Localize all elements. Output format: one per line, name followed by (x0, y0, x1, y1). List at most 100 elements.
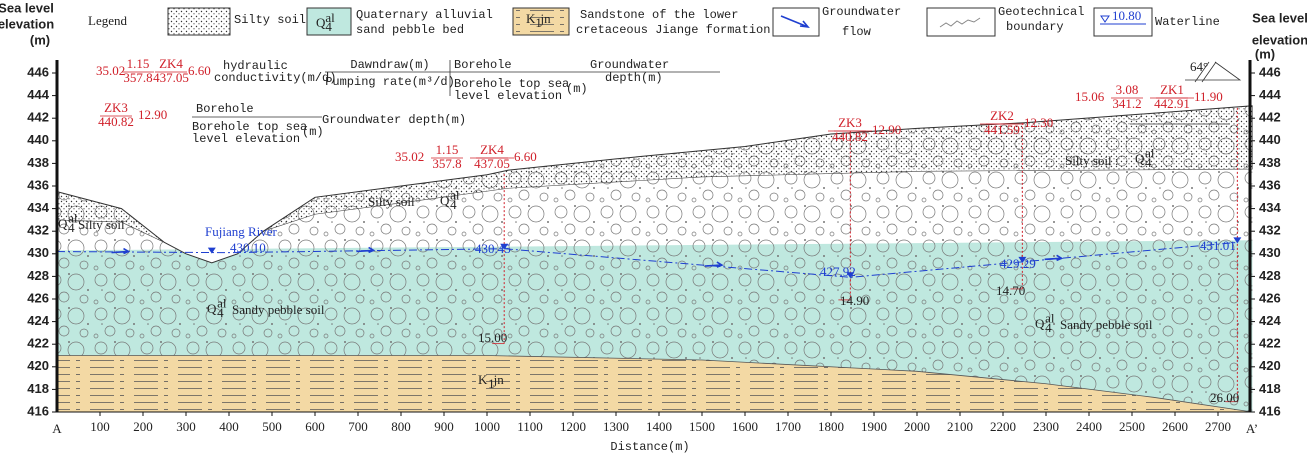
y-tick-label: 418 (27, 381, 49, 396)
symbol: al (450, 187, 460, 202)
legend-boundary (939, 17, 981, 28)
key-value: 437.05 (474, 156, 510, 171)
x-tick-label: 1500 (689, 419, 715, 434)
x-tick-label: 1200 (560, 419, 586, 434)
y-tick-label: 416 (1259, 403, 1281, 418)
key-text: Groundwater depth(m) (322, 113, 466, 127)
ground-surface (56, 105, 1253, 264)
y-axis-title: elevation (1252, 32, 1307, 47)
y-axis-title: (m) (1255, 46, 1275, 61)
y-tick-label: 420 (1259, 358, 1281, 373)
key-value: 357.8 (432, 156, 461, 171)
key-text: hydraulic (223, 59, 288, 73)
key-value: 442.91 (1154, 96, 1190, 111)
y-tick-label: 438 (27, 155, 49, 170)
y-tick-label: 430 (1259, 245, 1281, 260)
layer-label: Sandy pebble soil (1060, 317, 1153, 332)
key-text: Pumping rate(m³/d) (325, 75, 455, 89)
key-text: (m) (566, 82, 588, 96)
key-text: Groundwater (590, 58, 669, 72)
y-tick-label: 430 (27, 245, 49, 260)
x-tick-label: 2400 (1076, 419, 1102, 434)
symbol: jn (540, 11, 552, 26)
saturated-pebble-hatch (57, 240, 1253, 412)
x-tick-label: 600 (305, 419, 325, 434)
y-tick-label: 420 (27, 358, 49, 373)
key-value: 440.82 (98, 114, 134, 129)
y-tick-label: 424 (1259, 313, 1281, 328)
river-label: Fujiang River (205, 224, 278, 239)
x-axis-title: Distance(m) (610, 440, 689, 454)
y-tick-label: 436 (1259, 177, 1281, 192)
flow-arrow (111, 247, 131, 255)
x-tick-label: 2700 (1205, 419, 1231, 434)
y-axis-title: Sea level (0, 0, 54, 15)
water-level: 427.92 (820, 264, 856, 279)
legend-text: flow (842, 25, 872, 39)
key-value: 341.2 (1112, 96, 1141, 111)
legend-text: cretaceous Jiange formation (576, 23, 770, 37)
legend-title: Legend (88, 13, 127, 28)
x-tick-label: 500 (262, 419, 282, 434)
river-level: 430.10 (230, 240, 266, 255)
legend-swatch (167, 7, 231, 36)
y-tick-label: 434 (1259, 200, 1281, 215)
water-level: 429.29 (1000, 256, 1036, 271)
borehole-depth: 15.00 (478, 330, 507, 345)
legend-triangle (1100, 15, 1110, 23)
water-marker (500, 243, 509, 250)
symbol: Q (316, 15, 326, 30)
x-tick-label: 300 (176, 419, 196, 434)
key-value: 1.15 (436, 142, 459, 157)
borehole-depth: 14.90 (840, 293, 869, 308)
symbol: K (526, 11, 536, 26)
key-text: Borehole top sea (192, 120, 307, 134)
dip-symbol (1185, 61, 1242, 83)
y-tick-label: 426 (27, 290, 49, 305)
x-tick-label: 1100 (517, 419, 543, 434)
layer-label: Silty soil (368, 194, 415, 209)
flow-arrow (356, 246, 376, 254)
key-text: Borehole (196, 102, 254, 116)
y-tick-label: 422 (1259, 336, 1281, 351)
y-axis-title: Sea level (1252, 10, 1307, 25)
x-tick-label: 1400 (646, 419, 672, 434)
legend-swatch (926, 7, 996, 37)
symbol: 4 (68, 220, 75, 235)
legend-text: Silty soil (234, 13, 306, 27)
symbol: Q (440, 193, 450, 208)
section-end: A (52, 421, 62, 436)
y-tick-label: 424 (27, 313, 49, 328)
borehole-value: 15.06 (1075, 89, 1105, 104)
key-text: Borehole (454, 58, 512, 72)
legend-arrow (780, 15, 810, 29)
symbol: 4 (1145, 155, 1152, 170)
x-tick-label: 2500 (1119, 419, 1145, 434)
x-tick-label: 2100 (947, 419, 973, 434)
y-tick-label: 426 (1259, 290, 1281, 305)
water-marker (1233, 237, 1242, 244)
symbol: Q (58, 216, 68, 231)
water-marker (846, 272, 855, 279)
x-tick-label: 2600 (1162, 419, 1188, 434)
key-value: 35.02 (96, 63, 125, 78)
y-tick-label: 418 (1259, 381, 1281, 396)
y-tick-label: 442 (1259, 110, 1281, 125)
water-level: 431.01 (1200, 238, 1236, 253)
legend-text: Groundwater (822, 5, 901, 19)
symbol: 4 (450, 197, 457, 212)
x-tick-label: 100 (90, 419, 110, 434)
x-tick-label: 2300 (1033, 419, 1059, 434)
symbol: Q (1035, 316, 1045, 331)
borehole-value: 35.02 (395, 149, 424, 164)
x-tick-label: 2000 (904, 419, 930, 434)
x-tick-label: 800 (391, 419, 411, 434)
legend-text: Sandstone of the lower (580, 8, 738, 22)
y-tick-label: 432 (1259, 223, 1281, 238)
x-tick-label: 400 (219, 419, 239, 434)
legend-swatch (512, 7, 570, 36)
key-value: ZK2 (990, 108, 1014, 123)
key-value: 6.60 (188, 63, 211, 78)
sandstone-hatch (57, 355, 1253, 412)
